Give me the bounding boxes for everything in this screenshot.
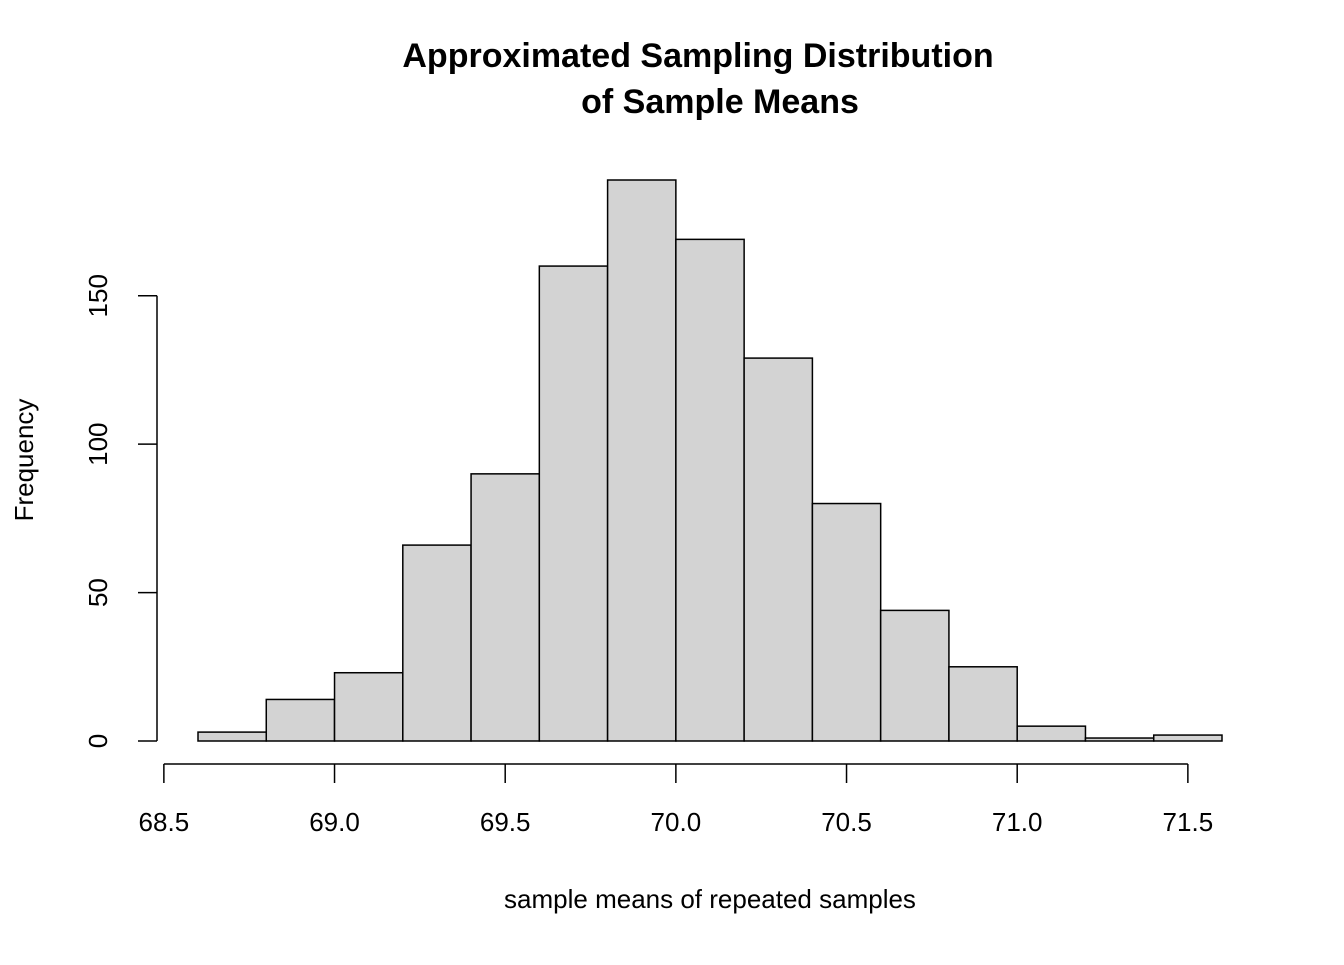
x-tick-label: 71.5: [1163, 807, 1214, 837]
x-tick-label: 70.5: [821, 807, 872, 837]
bar: [1016, 725, 1087, 742]
y-tick-label: 150: [83, 274, 113, 317]
bar: [265, 698, 336, 742]
bar: [675, 238, 745, 742]
bar: [538, 265, 609, 742]
y-axis-label: Frequency: [9, 399, 39, 522]
bar: [606, 179, 677, 742]
x-tick-label: 69.0: [309, 807, 360, 837]
bar: [402, 544, 472, 742]
bar: [743, 357, 814, 742]
x-tick-label: 68.5: [139, 807, 190, 837]
bar: [197, 731, 268, 742]
bar: [811, 502, 882, 742]
chart-subtitle: of Sample Means: [581, 83, 859, 121]
bar: [1084, 737, 1155, 742]
chart-title: Approximated Sampling Distribution: [402, 37, 993, 75]
bar: [333, 671, 404, 742]
bar: [948, 666, 1018, 742]
x-tick-label: 70.0: [651, 807, 702, 837]
x-tick-label: 71.0: [992, 807, 1043, 837]
x-axis-label: sample means of repeated samples: [504, 884, 916, 914]
y-tick-label: 0: [83, 734, 113, 748]
bar: [470, 473, 541, 742]
x-tick-label: 69.5: [480, 807, 531, 837]
y-tick-label: 100: [83, 422, 113, 465]
y-tick-label: 50: [83, 578, 113, 607]
bar: [1152, 734, 1223, 742]
bar: [879, 609, 950, 742]
